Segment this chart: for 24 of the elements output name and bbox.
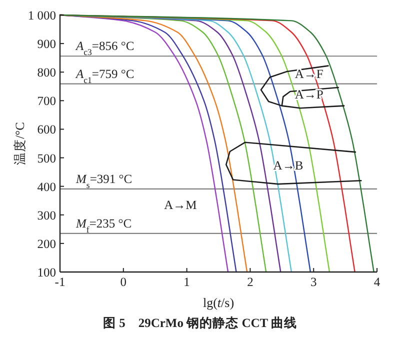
ref-line-label: A$_{c1}$=759 °C xyxy=(75,66,134,85)
annotation: A→M xyxy=(164,198,197,212)
x-axis-title: lg(t/s) xyxy=(202,295,234,310)
y-tick-label: 200 xyxy=(37,236,56,251)
y-tick-label: 600 xyxy=(37,122,56,137)
ref-line-label: A$_{c3}$=856 °C xyxy=(75,39,134,58)
x-tick-label: 0 xyxy=(120,275,127,289)
x-tick-label: 4 xyxy=(374,275,381,289)
ref-line-label: M$_{f}$=235 °C xyxy=(75,216,132,234)
y-tick-label: 400 xyxy=(37,180,56,194)
x-tick-label: -1 xyxy=(54,275,66,289)
x-tick-label: 1 xyxy=(184,275,190,289)
y-tick-label: 500 xyxy=(37,151,56,166)
y-tick-label: 800 xyxy=(37,66,56,80)
ref-line-label: M$_{s}$=391 °C xyxy=(75,172,132,190)
y-tick-label: 1 000 xyxy=(28,8,56,22)
y-axis-title: 温度/°C xyxy=(12,122,27,165)
x-tick-label: 2 xyxy=(247,275,254,289)
x-tick-label: 3 xyxy=(310,275,317,289)
y-tick-label: 700 xyxy=(37,94,56,108)
y-tick-label: 100 xyxy=(37,266,56,280)
y-tick-label: 300 xyxy=(37,208,56,222)
text: 图 5 29CrMo 钢的静态 CCT 曲线 xyxy=(102,315,298,330)
y-tick-label: 900 xyxy=(37,37,56,52)
